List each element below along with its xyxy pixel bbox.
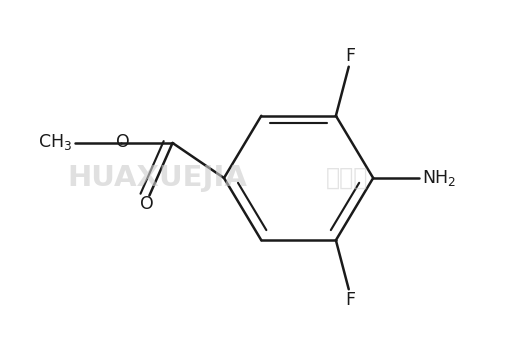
- Text: O: O: [140, 195, 154, 213]
- Text: F: F: [345, 292, 355, 309]
- Text: HUAXUEJIA: HUAXUEJIA: [67, 164, 247, 192]
- Text: 化学加: 化学加: [326, 166, 369, 190]
- Text: CH$_3$: CH$_3$: [38, 132, 72, 152]
- Text: F: F: [345, 47, 355, 64]
- Text: NH$_2$: NH$_2$: [422, 168, 456, 188]
- Text: O: O: [116, 133, 129, 151]
